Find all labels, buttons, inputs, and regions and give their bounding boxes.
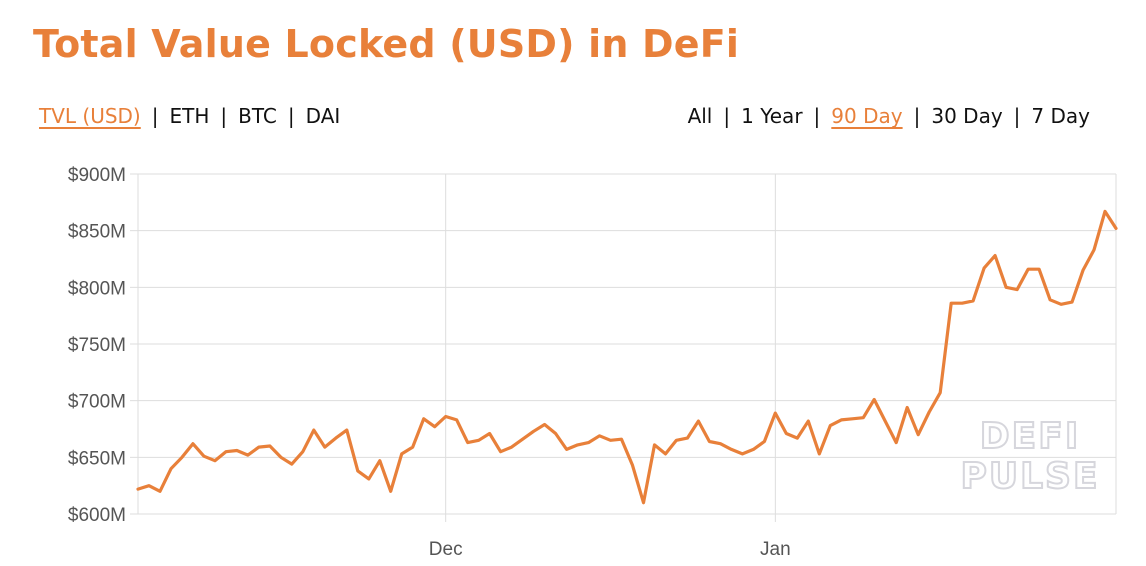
y-axis-ticks: $600M $650M $700M $750M $800M $850M $900M [68, 165, 126, 526]
watermark-line-1: DEFI [980, 416, 1080, 457]
y-tick-label: $700M [68, 392, 126, 413]
range-option-90-day[interactable]: 90 Day [831, 104, 903, 128]
y-tick-label: $900M [68, 165, 126, 186]
tvl-series-line [136, 209, 1118, 505]
y-tick-label: $750M [68, 335, 126, 356]
chart-grid [130, 173, 1117, 522]
range-option-30-day[interactable]: 30 Day [931, 104, 1003, 128]
x-tick-label: Dec [429, 539, 463, 560]
separator: | [813, 104, 821, 128]
series-group [136, 209, 1118, 505]
separator: | [913, 104, 921, 128]
separator: | [723, 104, 731, 128]
currency-option-eth[interactable]: ETH [169, 104, 210, 128]
currency-option-tvl-usd[interactable]: TVL (USD) [39, 104, 141, 128]
range-option-1-year[interactable]: 1 Year [741, 104, 803, 128]
x-axis-ticks: Dec Jan [429, 539, 791, 560]
range-option-all[interactable]: All [687, 104, 713, 128]
x-tick-label: Jan [760, 539, 791, 560]
currency-option-btc[interactable]: BTC [238, 104, 277, 128]
watermark-line-2: PULSE [960, 456, 1099, 497]
y-tick-label: $800M [68, 278, 126, 299]
separator: | [287, 104, 295, 128]
separator: | [220, 104, 228, 128]
currency-toggle: TVL (USD) | ETH | BTC | DAI [39, 104, 340, 128]
range-toggle: All | 1 Year | 90 Day | 30 Day | 7 Day [688, 104, 1090, 128]
y-tick-label: $650M [68, 448, 126, 469]
separator: | [151, 104, 159, 128]
page-title: Total Value Locked (USD) in DeFi [33, 22, 740, 66]
range-option-7-day[interactable]: 7 Day [1031, 104, 1090, 128]
currency-option-dai[interactable]: DAI [305, 104, 341, 128]
defi-pulse-watermark: DEFI PULSE [959, 415, 1099, 498]
y-tick-label: $600M [68, 505, 126, 526]
y-tick-label: $850M [68, 222, 126, 243]
separator: | [1013, 104, 1021, 128]
